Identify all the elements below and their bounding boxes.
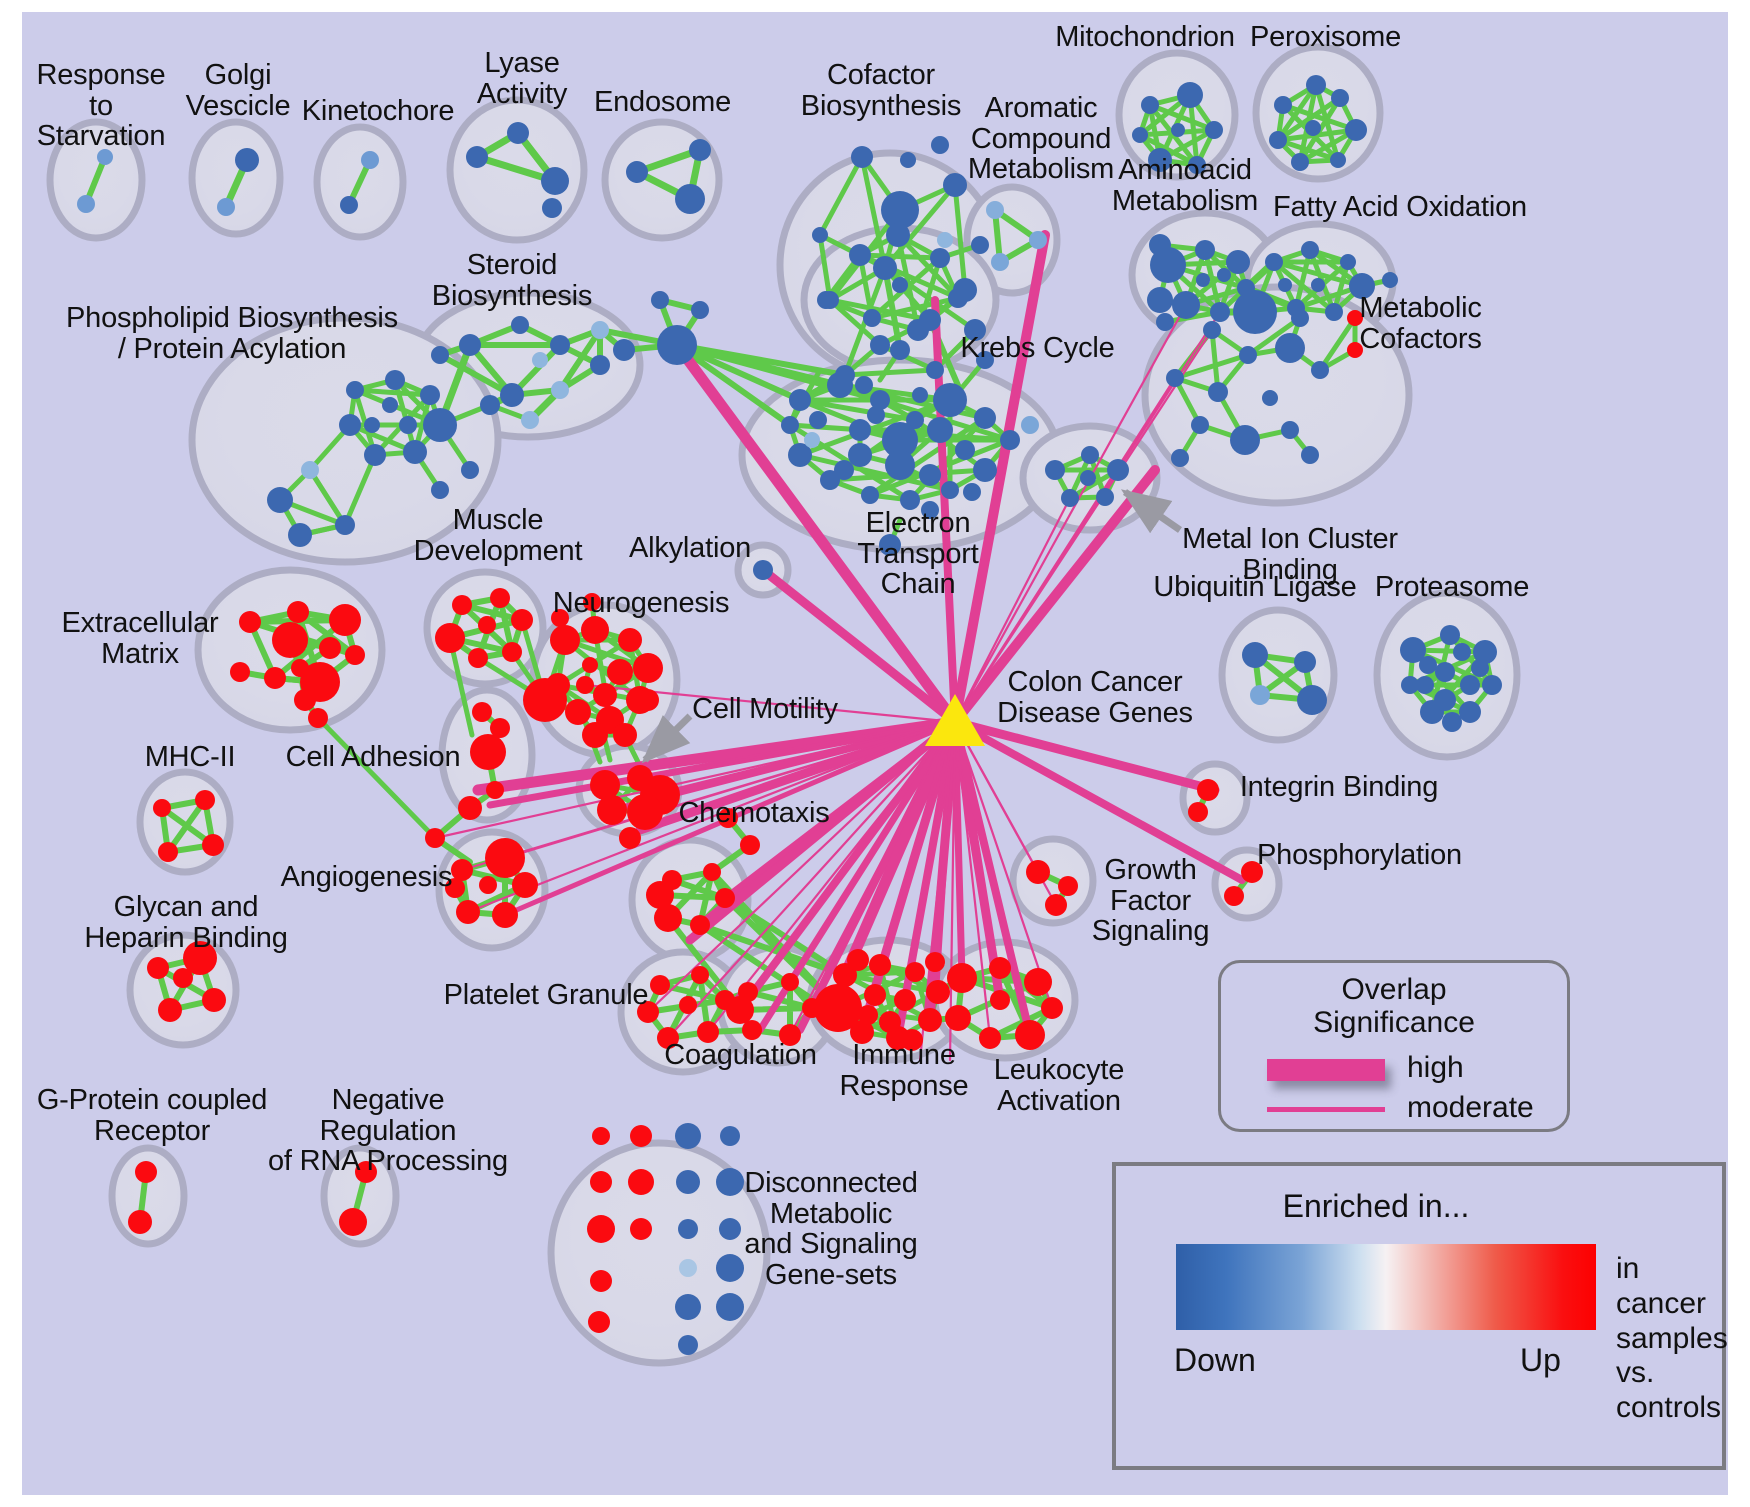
enrichment-colorbar <box>1176 1244 1596 1330</box>
pink-edges-moderate <box>433 303 1222 1062</box>
hub-triangle-colon-cancer[interactable] <box>925 694 985 746</box>
hull-disconnected <box>547 1139 771 1367</box>
overlap-moderate-label: moderate <box>1407 1091 1534 1124</box>
overlap-moderate-swatch <box>1267 1107 1385 1112</box>
overlap-significance-legend: Overlap Significance high moderate <box>1218 960 1570 1132</box>
arrow-metal-ion-cluster <box>1120 489 1182 534</box>
overlap-high-swatch <box>1267 1059 1385 1081</box>
nodes <box>77 75 1502 1355</box>
overlap-legend-title: Overlap Significance <box>1313 973 1475 1039</box>
enrichment-legend-title: Enriched in... <box>1282 1188 1470 1224</box>
annotation-arrows <box>641 489 1182 764</box>
hull-phosphorylation <box>1211 846 1283 922</box>
enrichment-down-label: Down <box>1174 1342 1256 1378</box>
arrow-cell-motility <box>641 713 693 764</box>
overlap-high-label: high <box>1407 1051 1464 1084</box>
enrichment-side-text: in cancer samples vs. controls <box>1616 1252 1728 1425</box>
enrichment-up-label: Up <box>1520 1342 1561 1378</box>
enrichment-legend: Enriched in... Down Up in cancer samples… <box>1112 1162 1728 1470</box>
